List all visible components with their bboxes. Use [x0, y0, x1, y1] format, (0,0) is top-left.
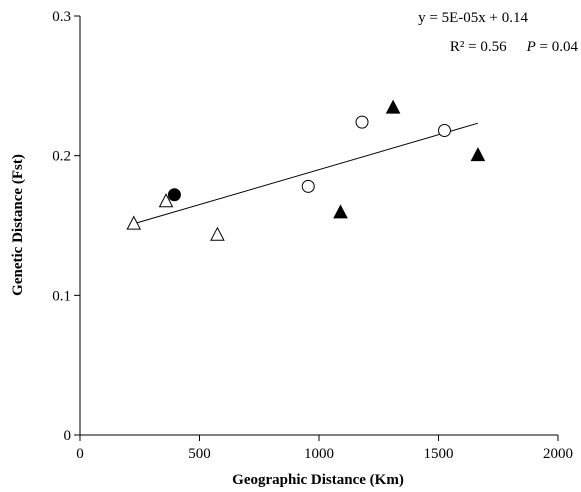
p-label: P — [526, 39, 536, 55]
filled-triangle-point — [333, 204, 348, 219]
y-axis-title: Genetic Distance (Fst) — [10, 154, 26, 296]
r-squared-and-p-value: R² = 0.56 P = 0.04 — [450, 39, 579, 55]
open-circle-point — [355, 115, 369, 129]
y-tick-label: 0.2 — [52, 149, 71, 165]
trendline-equation: y = 5E-05x + 0.14 — [418, 10, 528, 26]
open-triangle-point — [158, 193, 174, 208]
filled-triangle-point — [470, 147, 486, 162]
open-circle-point — [437, 124, 451, 138]
x-axis-title: Geographic Distance (Km) — [232, 472, 404, 488]
trendline — [133, 122, 479, 225]
open-circle-point — [301, 179, 315, 193]
x-tick-label: 500 — [188, 446, 211, 462]
open-triangle-point — [126, 215, 142, 230]
r-squared: R² = 0.56 — [450, 39, 507, 55]
plot-area: 0 500 1000 1500 2000 0 0.1 0.2 0.3 — [52, 9, 573, 462]
x-tick-label: 2000 — [543, 446, 573, 462]
open-triangle-point — [210, 226, 225, 241]
y-tick-label: 0 — [64, 428, 72, 444]
y-tick-label: 0.1 — [52, 288, 71, 304]
filled-triangle-point — [385, 99, 401, 114]
filled-circle-point — [167, 188, 181, 202]
p-value: = 0.04 — [536, 39, 579, 55]
x-tick-label: 0 — [76, 446, 84, 462]
x-tick-label: 1000 — [304, 446, 334, 462]
y-tick-label: 0.3 — [52, 9, 71, 25]
x-tick-label: 1500 — [424, 446, 454, 462]
